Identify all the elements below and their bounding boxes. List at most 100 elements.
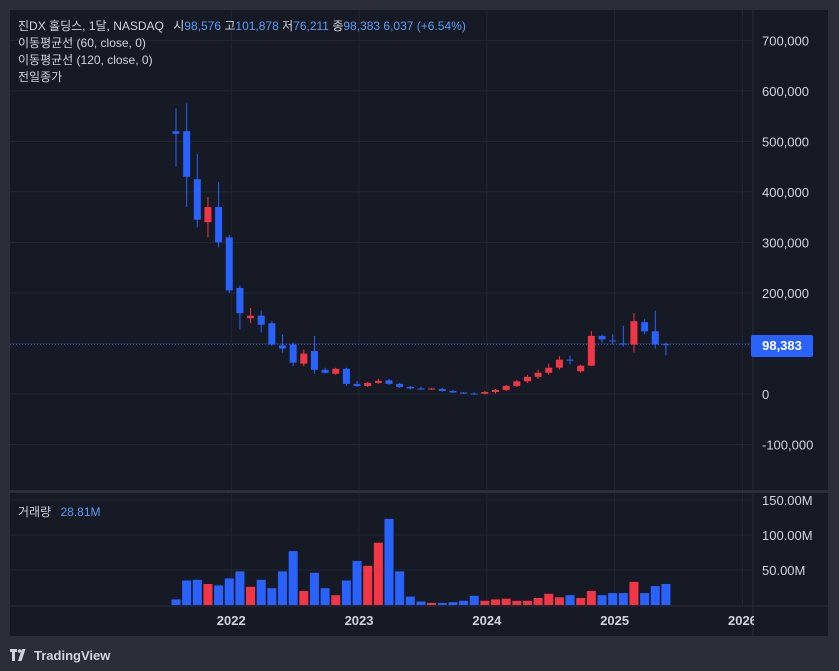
change-value: 6,037 (+6.54%) [383, 19, 466, 33]
volume-legend[interactable]: 거래량 28.81M [18, 503, 101, 520]
symbol-title: 진DX 홀딩스, 1달, NASDAQ [18, 19, 164, 33]
candle-body [353, 383, 361, 386]
volume-tick-label: 100.00M [762, 528, 813, 543]
price-tick-label: 200,000 [762, 286, 809, 301]
volume-bar [512, 600, 522, 605]
open-label: 시 [173, 19, 185, 33]
low-value: 76,211 [293, 19, 329, 33]
volume-bar [586, 591, 596, 605]
volume-bar [235, 571, 245, 605]
volume-bar [427, 602, 437, 605]
brand-name: TradingView [34, 647, 111, 663]
price-tick-label: 600,000 [762, 84, 809, 99]
high-value: 101,878 [235, 19, 279, 33]
candle-body [470, 393, 478, 395]
candle-body [204, 207, 212, 223]
tradingview-logo-icon [10, 649, 26, 661]
volume-bar [533, 598, 543, 605]
candle-body [428, 388, 436, 390]
volume-bar [331, 595, 341, 605]
volume-bar [480, 600, 490, 605]
time-tick-label: 2024 [472, 613, 502, 628]
candle-body [587, 335, 595, 366]
candle-body [406, 386, 414, 389]
candle-body [513, 381, 521, 386]
candle-body [396, 383, 404, 387]
candlestick-chart[interactable]: 700,000 600,000 500,000 400,000 300,000 200,0… [10, 10, 828, 636]
volume-bar [448, 602, 458, 605]
chart-area[interactable]: 700,000 600,000 500,000 400,000 300,000 200,0… [10, 10, 828, 636]
volume-bar [554, 597, 564, 605]
time-tick-label: 2026 [728, 613, 757, 628]
volume-label: 거래량 [18, 505, 52, 519]
volume-bar [405, 596, 415, 605]
candle-body [385, 380, 393, 384]
time-tick-label: 2023 [345, 613, 374, 628]
volume-bar [182, 580, 192, 605]
volume-bar [363, 565, 373, 605]
volume-bar [352, 560, 362, 605]
volume-bar [171, 599, 181, 605]
time-tick-label: 2025 [600, 613, 629, 628]
candle-body [460, 392, 468, 394]
high-label: 고 [224, 19, 236, 33]
candle-body [523, 376, 531, 382]
candle-body [449, 390, 457, 393]
volume-bar [320, 588, 330, 605]
candle-body [225, 237, 233, 291]
candle-body [502, 385, 510, 390]
volume-bar [501, 598, 511, 605]
candle-body [609, 340, 617, 342]
candle-body [598, 335, 606, 340]
candle-body [641, 322, 649, 332]
axis-corner [754, 607, 828, 636]
candle-body [619, 343, 627, 345]
volume-bar [341, 580, 351, 605]
price-tick-label: -100,000 [762, 438, 813, 453]
footer-branding[interactable]: TradingView [10, 645, 110, 665]
volume-bar [288, 551, 298, 605]
volume-bar [544, 593, 554, 605]
volume-bar [618, 593, 628, 605]
ma120-indicator[interactable]: 이동평균선 (120, close, 0) [18, 53, 153, 67]
candle-body [364, 382, 372, 386]
candle-body [310, 351, 318, 370]
candle-body [268, 323, 276, 345]
volume-bar [214, 585, 224, 605]
volume-bar [246, 586, 256, 605]
candle-body [662, 344, 670, 346]
volume-bar [459, 600, 469, 605]
candle-body [481, 391, 489, 394]
candle-body [555, 359, 563, 368]
volume-bar [299, 591, 309, 605]
volume-bar [469, 595, 479, 605]
volume-bar [192, 579, 202, 605]
candle-body [193, 179, 201, 220]
last-price-tag: 98,383 [751, 335, 813, 357]
candle-body [492, 389, 499, 392]
ma60-indicator[interactable]: 이동평균선 (60, close, 0) [18, 36, 146, 50]
volume-bar [522, 600, 532, 605]
price-tick-label: 500,000 [762, 134, 809, 149]
candle-body [332, 368, 340, 374]
volume-bar [650, 586, 660, 605]
candle-body [279, 345, 286, 349]
close-label: 종 [332, 19, 344, 33]
candle-body [257, 315, 265, 325]
candle-body [183, 131, 191, 177]
volume-bar [565, 595, 575, 605]
candle-body [215, 207, 223, 243]
volume-tick-label: 50.00M [762, 563, 805, 578]
prev-close-indicator[interactable]: 전일종가 [18, 70, 63, 84]
volume-bar [267, 588, 277, 605]
candle-body [247, 315, 255, 319]
time-tick-label: 2022 [217, 613, 246, 628]
open-value: 98,576 [184, 19, 221, 33]
candle-body [374, 380, 382, 383]
volume-bar [384, 518, 394, 605]
ohlc-row: 진DX 홀딩스, 1달, NASDAQ 시98,576 고101,878 저76… [18, 18, 466, 35]
candle-body [236, 287, 244, 314]
candle-body [630, 321, 638, 345]
volume-bar [395, 571, 405, 605]
volume-bar [309, 572, 319, 605]
